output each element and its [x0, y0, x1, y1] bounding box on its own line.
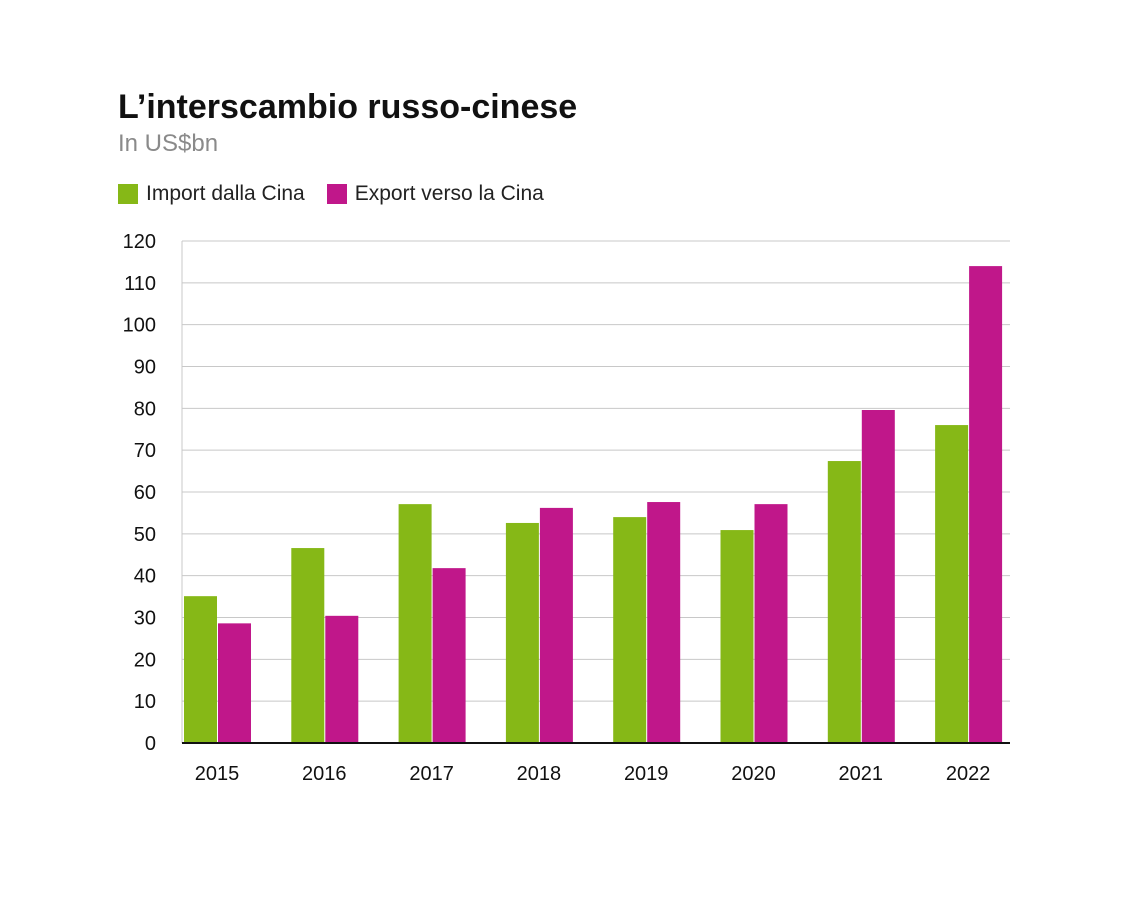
bar-export-2022 — [969, 266, 1003, 743]
bar-export-2017 — [432, 568, 466, 743]
chart-title: L’interscambio russo-cinese — [118, 88, 578, 126]
legend-item-import: Import dalla Cina — [118, 182, 305, 206]
bar-import-2018 — [505, 522, 539, 743]
x-tick-label: 2017 — [409, 763, 454, 785]
bar-import-2022 — [935, 425, 969, 743]
y-tick-label: 110 — [124, 273, 156, 295]
y-tick-label: 120 — [123, 231, 156, 253]
x-tick-label: 2021 — [839, 763, 884, 785]
bar-export-2016 — [325, 615, 359, 743]
bar-import-2020 — [720, 530, 754, 743]
y-tick-label: 90 — [134, 357, 156, 379]
legend-item-export: Export verso la Cina — [326, 182, 544, 206]
legend-label-export: Export verso la Cina — [354, 182, 544, 205]
bar-export-2020 — [754, 504, 788, 743]
y-tick-label: 30 — [134, 608, 156, 630]
bar-export-2019 — [647, 502, 681, 743]
legend-swatch-import — [118, 184, 138, 204]
chart-subtitle: In US$bn — [118, 130, 219, 157]
x-tick-label: 2020 — [731, 763, 776, 785]
bar-import-2015 — [184, 596, 217, 743]
y-tick-label: 20 — [134, 649, 156, 671]
y-tick-label: 60 — [134, 482, 156, 504]
x-tick-label: 2022 — [946, 763, 991, 785]
bar-export-2015 — [218, 623, 251, 743]
x-tick-label: 2019 — [624, 763, 669, 785]
legend-swatch-export — [326, 184, 347, 204]
y-tick-label: 0 — [145, 733, 156, 755]
bar-import-2021 — [827, 461, 861, 743]
x-tick-label: 2016 — [302, 763, 347, 785]
bar-export-2021 — [861, 410, 895, 743]
x-tick-label: 2015 — [195, 763, 240, 785]
bar-import-2017 — [398, 504, 432, 743]
y-tick-label: 50 — [134, 524, 156, 546]
bar-import-2016 — [291, 548, 325, 743]
bar-import-2019 — [613, 517, 647, 743]
bar-export-2018 — [539, 507, 573, 743]
legend-label-import: Import dalla Cina — [146, 182, 305, 205]
y-tick-label: 10 — [134, 691, 156, 713]
x-tick-label: 2018 — [517, 763, 562, 785]
legend: Import dalla Cina Export verso la Cina — [118, 182, 566, 206]
y-tick-label: 40 — [134, 566, 156, 588]
y-tick-label: 70 — [134, 440, 156, 462]
y-tick-label: 100 — [123, 315, 156, 337]
y-tick-label: 80 — [134, 398, 156, 420]
